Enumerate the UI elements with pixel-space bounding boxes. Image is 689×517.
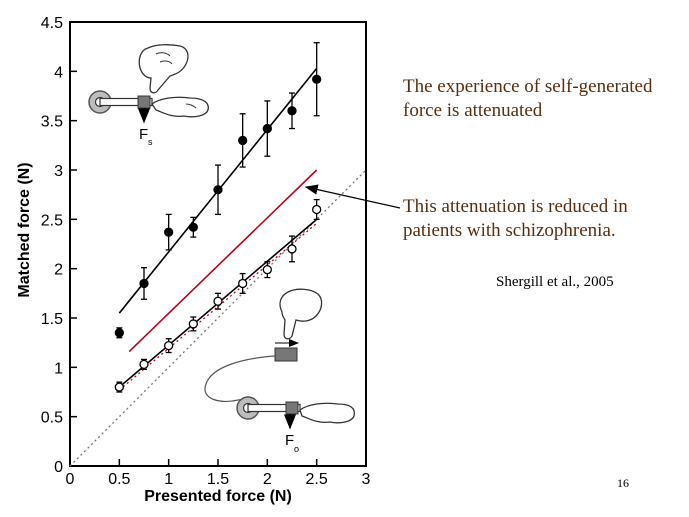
patients-annotation: This attenuation is reduced in patients …	[403, 196, 628, 241]
data-point-external	[164, 340, 174, 351]
hand-pointing-icon	[138, 44, 189, 94]
plot-frame	[69, 21, 367, 467]
main-annotation: The experience of self-generated force i…	[403, 76, 653, 121]
y-tick-label: 0.5	[41, 410, 63, 427]
citation: Shergill et al., 2005	[496, 274, 614, 290]
data-point-self-generated	[312, 74, 322, 84]
data-point-external	[287, 244, 297, 254]
data-point-self-generated	[287, 106, 297, 116]
y-tick-label: 2.5	[41, 212, 63, 229]
y-tick-label: 1	[54, 360, 63, 377]
external-force-diagram: F o	[204, 288, 356, 454]
data-point-self-generated	[213, 185, 223, 195]
data-point-external	[188, 319, 198, 329]
data-point-self-generated	[139, 278, 149, 289]
force-label-bottom: F	[285, 432, 294, 449]
y-tick-label: 0	[54, 459, 63, 476]
passive-finger-icon	[151, 96, 209, 118]
y-tick-label: 3.5	[41, 114, 63, 131]
data-point-external	[139, 359, 149, 370]
data-point-self-generated	[114, 328, 124, 338]
y-tick-label: 2	[54, 262, 63, 279]
y-tick-label: 3	[54, 163, 63, 180]
lever-icon-bottom	[247, 403, 301, 413]
y-tick-label: 4.5	[41, 15, 63, 32]
tick-layer: 0 0.5 1 1.5 2 2.5 3 0 0.5 1 1.5 2 2.5 3 3.5 4 4.5	[41, 15, 371, 488]
x-tick-label: 0.5	[108, 471, 130, 488]
data-point-external	[114, 382, 124, 392]
data-point-external	[262, 265, 272, 275]
force-transducer-icon	[137, 95, 151, 109]
force-subscript-top: s	[148, 137, 153, 147]
x-tick-label: 1.5	[207, 471, 229, 488]
data-point-self-generated	[188, 222, 198, 232]
x-tick-label: 0	[66, 471, 75, 488]
force-subscript-bottom: o	[294, 444, 299, 454]
data-points-layer	[114, 42, 322, 393]
y-tick-label: 1.5	[41, 311, 63, 328]
data-point-external	[238, 278, 248, 289]
x-tick-label: 2	[263, 471, 272, 488]
y-tick-label: 4	[54, 64, 63, 81]
x-tick-label: 1	[164, 471, 173, 488]
x-tick-label: 3	[362, 471, 371, 488]
reference-line-solid	[128, 169, 318, 353]
force-transducer-icon-bottom	[285, 401, 299, 415]
data-point-self-generated	[262, 123, 272, 134]
y-axis-label: Matched force (N)	[16, 162, 33, 297]
force-label-top: F	[139, 126, 148, 143]
data-point-external	[312, 204, 322, 215]
data-point-external	[213, 296, 223, 306]
data-point-self-generated	[164, 227, 174, 237]
button-block-icon	[274, 347, 298, 362]
self-generated-force-diagram: F s	[88, 44, 209, 147]
data-point-self-generated	[238, 135, 248, 146]
passive-finger-icon-bottom	[299, 402, 356, 424]
x-axis-label: Presented force (N)	[144, 488, 292, 505]
callout-arrow	[304, 184, 401, 209]
reference-line-dotted	[118, 222, 318, 391]
slide-number: 16	[617, 476, 629, 490]
lever-icon	[99, 97, 153, 107]
hand-pressing-button-icon	[279, 288, 323, 340]
x-tick-label: 2.5	[306, 471, 328, 488]
